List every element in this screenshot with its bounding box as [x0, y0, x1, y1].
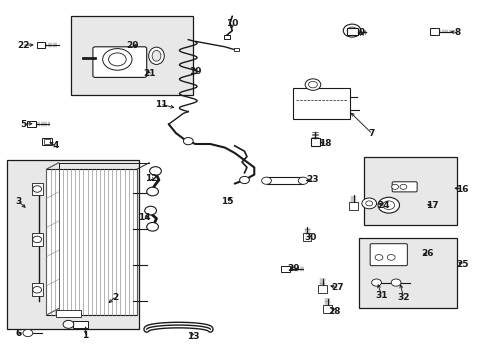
Bar — [323, 305, 331, 313]
Bar — [346, 28, 357, 35]
Bar — [37, 42, 45, 48]
Text: 12: 12 — [145, 174, 158, 183]
Circle shape — [144, 206, 156, 215]
Circle shape — [382, 201, 394, 210]
Text: 6: 6 — [16, 328, 21, 338]
Text: 4: 4 — [53, 141, 60, 150]
Text: 2: 2 — [112, 292, 118, 302]
Text: 31: 31 — [374, 291, 387, 300]
Text: 14: 14 — [138, 213, 150, 222]
Text: 11: 11 — [155, 100, 167, 109]
Text: 13: 13 — [186, 332, 199, 341]
Circle shape — [33, 186, 41, 192]
Bar — [46, 169, 137, 315]
Circle shape — [102, 49, 132, 70]
Bar — [233, 48, 238, 51]
Circle shape — [361, 198, 376, 209]
Text: 8: 8 — [453, 28, 459, 37]
Text: 30: 30 — [304, 233, 316, 242]
Bar — [302, 233, 311, 241]
Circle shape — [146, 222, 158, 231]
Bar — [27, 121, 36, 127]
Circle shape — [399, 184, 406, 189]
Text: 32: 32 — [396, 292, 409, 302]
Circle shape — [63, 320, 74, 328]
Bar — [71, 16, 193, 95]
Bar — [310, 138, 320, 146]
Bar — [429, 28, 438, 35]
Circle shape — [33, 236, 41, 243]
Text: 19: 19 — [189, 68, 202, 77]
Text: 20: 20 — [125, 40, 138, 49]
Text: 10: 10 — [225, 19, 238, 28]
Bar — [266, 177, 303, 184]
Circle shape — [371, 279, 381, 286]
Circle shape — [390, 279, 400, 286]
Text: 22: 22 — [17, 40, 30, 49]
Bar — [41, 138, 52, 145]
Circle shape — [305, 79, 320, 90]
Circle shape — [308, 81, 317, 88]
Bar — [56, 310, 81, 317]
Bar — [32, 283, 42, 296]
Bar — [224, 35, 229, 39]
Circle shape — [377, 197, 399, 213]
Circle shape — [108, 53, 126, 66]
Bar — [32, 233, 42, 246]
Text: 18: 18 — [318, 139, 331, 148]
Circle shape — [183, 138, 193, 145]
Text: 25: 25 — [455, 260, 468, 269]
Text: 29: 29 — [286, 264, 299, 273]
Circle shape — [261, 177, 271, 184]
Bar — [44, 139, 50, 144]
FancyBboxPatch shape — [369, 244, 407, 266]
Circle shape — [146, 187, 158, 196]
Text: 17: 17 — [426, 201, 438, 210]
Bar — [7, 160, 139, 329]
Text: 5: 5 — [20, 120, 26, 129]
Circle shape — [365, 201, 372, 206]
Circle shape — [391, 184, 398, 189]
Circle shape — [343, 24, 360, 37]
FancyBboxPatch shape — [391, 182, 416, 192]
Bar — [73, 321, 88, 328]
Bar — [364, 157, 456, 225]
Text: 7: 7 — [367, 129, 374, 138]
Text: 26: 26 — [421, 249, 433, 258]
Bar — [32, 183, 42, 195]
Text: 28: 28 — [328, 307, 341, 316]
Circle shape — [386, 255, 394, 260]
Circle shape — [239, 176, 249, 184]
Bar — [348, 202, 357, 210]
Bar — [318, 285, 326, 293]
Circle shape — [149, 167, 161, 175]
Text: 23: 23 — [306, 175, 319, 184]
Text: 3: 3 — [16, 197, 21, 206]
Circle shape — [346, 27, 356, 34]
FancyBboxPatch shape — [93, 47, 146, 77]
Bar — [281, 266, 289, 272]
FancyBboxPatch shape — [293, 88, 349, 119]
Circle shape — [298, 177, 307, 184]
Text: 21: 21 — [142, 69, 155, 78]
Text: 16: 16 — [455, 184, 468, 194]
Text: 15: 15 — [221, 197, 233, 206]
Text: 9: 9 — [358, 28, 365, 37]
Circle shape — [374, 255, 382, 260]
Text: 24: 24 — [377, 201, 389, 210]
Bar — [359, 238, 456, 308]
Text: 1: 1 — [82, 331, 88, 340]
Ellipse shape — [152, 50, 161, 61]
Circle shape — [23, 329, 33, 337]
Circle shape — [33, 287, 41, 293]
Ellipse shape — [148, 47, 164, 64]
Text: 27: 27 — [330, 284, 343, 292]
